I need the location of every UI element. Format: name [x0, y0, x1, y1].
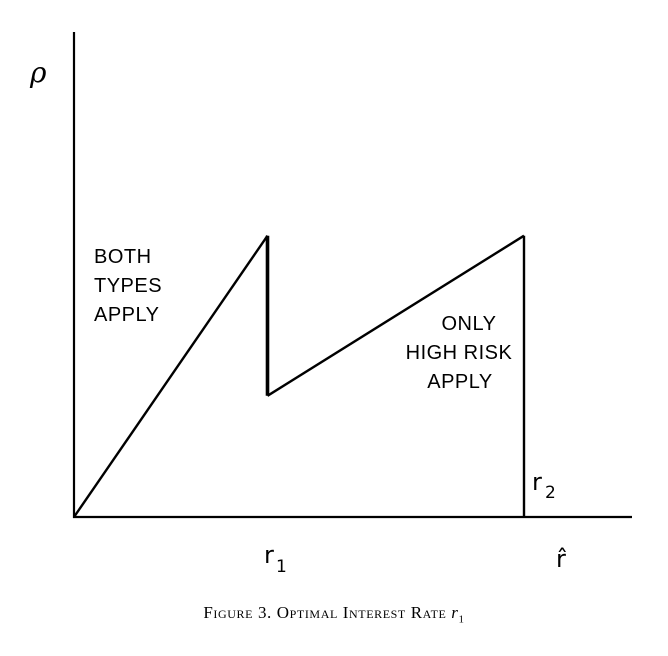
tick-subscript-r1: 1 — [276, 557, 287, 577]
tick-subscript-r2: 2 — [545, 483, 556, 503]
annotation-line: TYPES — [94, 275, 162, 297]
chart: ρ r̂ r 1 r 2 BOTH TYPES APPLY ONLY HIGH … — [29, 32, 632, 577]
caption-text: Figure 3. Optimal Interest Rate — [203, 603, 452, 622]
y-axis-label: ρ — [29, 56, 47, 89]
annotation-line: HIGH RISK — [406, 342, 513, 364]
annotation-both-types-apply: BOTH TYPES APPLY — [94, 246, 162, 326]
caption-subscript: 1 — [458, 613, 465, 626]
curve-rising-segment-2 — [266, 234, 525, 397]
curve-rising-segment-1 — [73, 235, 269, 518]
x-tick-label-r1: r 1 — [264, 541, 287, 577]
caption-variable: r — [451, 603, 459, 622]
annotation-only-high-risk-apply: ONLY HIGH RISK APPLY — [406, 313, 513, 393]
tick-label-r1: r — [264, 541, 274, 569]
x-axis-label: r̂ — [556, 545, 566, 573]
annotation-line: APPLY — [427, 371, 493, 393]
figure-caption: Figure 3. Optimal Interest Rate r1 — [0, 603, 668, 625]
tick-label-r2: r — [532, 468, 542, 496]
annotation-line: ONLY — [442, 313, 497, 335]
annotation-line: BOTH — [94, 246, 152, 268]
annotation-line: APPLY — [94, 304, 160, 326]
x-tick-label-r2: r 2 — [532, 468, 556, 503]
